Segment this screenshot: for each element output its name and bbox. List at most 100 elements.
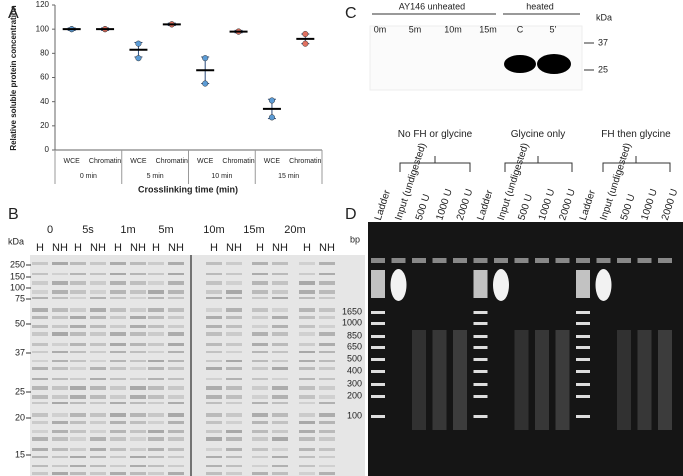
lane-label: NH bbox=[130, 242, 146, 254]
smear bbox=[535, 330, 549, 430]
smear bbox=[658, 330, 672, 430]
ladder-band bbox=[371, 415, 385, 418]
gel-band bbox=[110, 281, 126, 285]
gel-band bbox=[32, 402, 48, 404]
well bbox=[637, 258, 652, 263]
gel-band bbox=[32, 290, 48, 294]
gel-band bbox=[70, 308, 86, 312]
gel-band bbox=[319, 273, 335, 275]
gel-band bbox=[32, 472, 48, 475]
y-tick-label: 60 bbox=[40, 73, 49, 82]
gel-band bbox=[52, 273, 68, 275]
panel-label: D bbox=[345, 206, 357, 223]
y-tick-label: 120 bbox=[36, 0, 50, 9]
marker-label: 50 bbox=[15, 318, 25, 328]
lane-label: H bbox=[152, 242, 160, 254]
gel-band bbox=[52, 308, 68, 312]
well bbox=[391, 258, 406, 263]
gel-band bbox=[206, 378, 222, 380]
gel-band bbox=[319, 472, 335, 475]
gel-band bbox=[52, 395, 68, 399]
gel-band bbox=[206, 308, 222, 312]
gel-band bbox=[32, 395, 48, 399]
y-tick-label: 40 bbox=[40, 97, 49, 106]
gel-band bbox=[70, 316, 86, 319]
lane-label: 2000 U bbox=[660, 188, 680, 222]
gel-band bbox=[226, 360, 242, 362]
gel-band bbox=[70, 297, 86, 299]
gel-band bbox=[148, 472, 164, 475]
ladder-band bbox=[473, 395, 488, 398]
bracket bbox=[602, 156, 671, 172]
gel-band bbox=[32, 448, 48, 451]
gel-band bbox=[299, 367, 315, 370]
gel-band bbox=[130, 273, 146, 275]
gel-band bbox=[110, 360, 126, 362]
time-label: 5m bbox=[158, 224, 173, 236]
replicate-point bbox=[202, 80, 209, 87]
ladder-band bbox=[473, 358, 488, 361]
time-label: 5s bbox=[82, 224, 94, 236]
gel-band bbox=[110, 343, 126, 346]
gel-band bbox=[130, 413, 146, 417]
agarose-gel bbox=[368, 222, 683, 476]
gel-band bbox=[226, 402, 242, 404]
well bbox=[535, 258, 549, 263]
gel-band bbox=[319, 367, 335, 370]
gel-band bbox=[52, 367, 68, 370]
gel-band bbox=[226, 395, 242, 399]
gel-band bbox=[52, 281, 68, 285]
gel-band bbox=[168, 437, 184, 441]
gel-band bbox=[206, 448, 222, 451]
gel-band bbox=[206, 395, 222, 399]
group-brackets bbox=[399, 156, 671, 172]
gel-band bbox=[206, 456, 222, 458]
gel-band bbox=[32, 297, 48, 299]
gel-band bbox=[319, 332, 335, 336]
gel-band bbox=[226, 437, 242, 441]
gel-band bbox=[90, 343, 106, 346]
ladder-band bbox=[576, 358, 590, 361]
gel-band bbox=[299, 456, 315, 458]
replicate-point bbox=[268, 97, 275, 104]
gel-band bbox=[110, 413, 126, 417]
x-tick-label: WCE bbox=[264, 158, 281, 165]
gel-band bbox=[206, 421, 222, 424]
y-axis-title: Relative soluble protein concentration bbox=[9, 5, 18, 150]
gel-band bbox=[168, 262, 184, 265]
gel-band bbox=[130, 332, 146, 336]
ladder-band bbox=[576, 346, 590, 349]
group-label: AY146 unheated bbox=[399, 1, 465, 11]
x-group-label: 5 min bbox=[147, 173, 164, 180]
marker-label: 25 bbox=[15, 386, 25, 396]
gel-band bbox=[319, 343, 335, 346]
gel-band bbox=[148, 290, 164, 294]
gel-band bbox=[52, 437, 68, 441]
gel-band bbox=[130, 316, 146, 319]
gel-band bbox=[90, 395, 106, 399]
lane-label: 1000 U bbox=[537, 188, 557, 222]
gel-band bbox=[70, 290, 86, 294]
gel-band bbox=[32, 421, 48, 424]
panel-label: B bbox=[8, 206, 19, 223]
gel-band bbox=[168, 290, 184, 294]
x-tick-label: WCE bbox=[197, 158, 214, 165]
gel-band bbox=[168, 430, 184, 433]
y-tick-label: 20 bbox=[40, 121, 49, 130]
lane-label: 500 U bbox=[516, 193, 535, 222]
gel-band bbox=[32, 281, 48, 285]
gel-band bbox=[206, 437, 222, 441]
gel-band bbox=[70, 456, 86, 458]
smear bbox=[514, 330, 529, 430]
lane-label: 0m bbox=[374, 24, 387, 34]
gel-band bbox=[32, 367, 48, 370]
gel-band bbox=[226, 430, 242, 433]
lane-label: 10m bbox=[444, 24, 462, 34]
gel-band bbox=[168, 332, 184, 336]
x-group-label: 0 min bbox=[80, 173, 97, 180]
gel-band bbox=[299, 378, 315, 380]
ladder-band bbox=[473, 370, 488, 373]
gel-band bbox=[130, 456, 146, 458]
gel-band bbox=[299, 262, 315, 265]
